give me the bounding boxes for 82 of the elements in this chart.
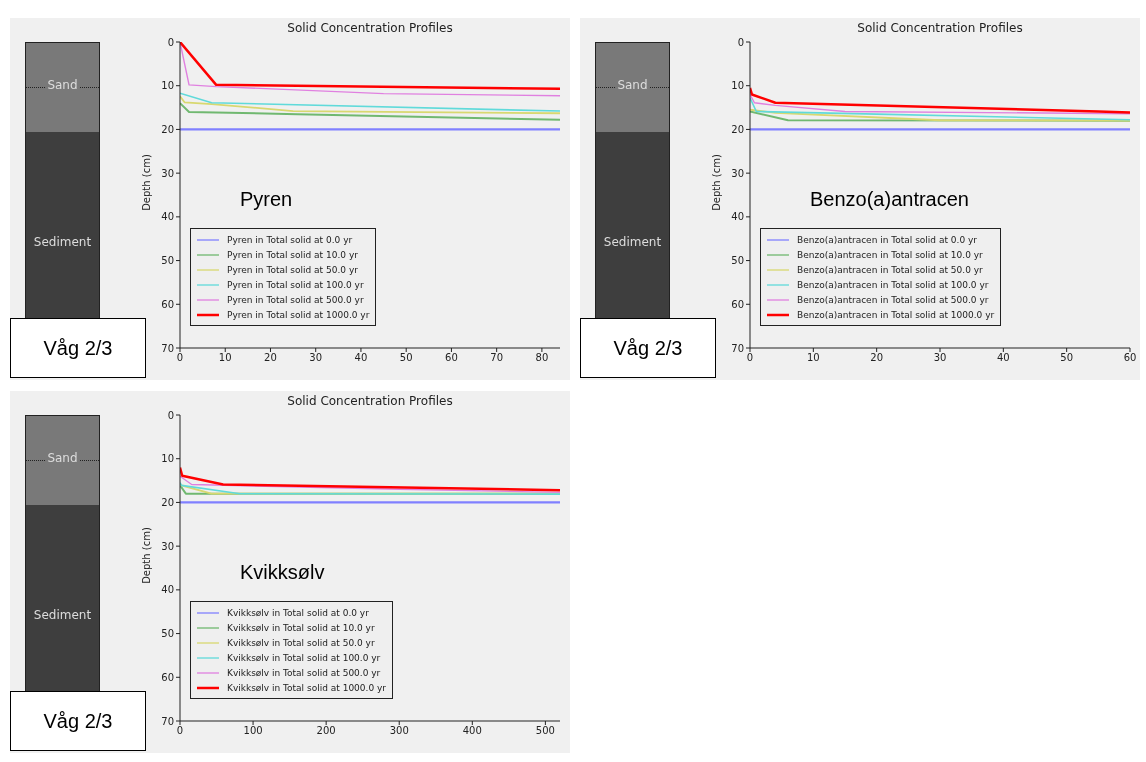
y-tick-label: 10	[161, 80, 174, 92]
legend-label: Benzo(a)antracen in Total solid at 0.0 yr	[797, 234, 978, 245]
y-tick-label: 20	[161, 496, 174, 508]
legend-label: Pyren in Total solid at 100.0 yr	[227, 279, 364, 290]
legend-label: Pyren in Total solid at 10.0 yr	[227, 249, 358, 260]
legend-label: Kvikksølv in Total solid at 50.0 yr	[227, 637, 375, 648]
legend-label: Pyren in Total solid at 1000.0 yr	[227, 309, 370, 320]
x-tick-label: 40	[996, 352, 1010, 364]
annotation: Pyren	[240, 188, 293, 211]
chart-title: Solid Concentration Profiles	[286, 394, 454, 408]
text: Sand	[45, 451, 80, 465]
legend-label: Benzo(a)antracen in Total solid at 10.0 yr	[797, 249, 983, 260]
y-tick-label: 0	[737, 36, 744, 48]
x-tick-label: 10	[806, 352, 820, 364]
y-tick-label: 60	[161, 298, 174, 310]
legend-label: Kvikksølv in Total solid at 10.0 yr	[227, 622, 375, 633]
x-tick-label: 500	[535, 725, 555, 737]
text: Sediment	[602, 235, 663, 249]
legend-label: Kvikksølv in Total solid at 1000.0 yr	[227, 682, 387, 693]
x-tick-label: 60	[1123, 352, 1137, 364]
x-tick-label: 400	[462, 725, 482, 737]
legend-label: Pyren in Total solid at 0.0 yr	[227, 234, 353, 245]
text: Våg 2/3	[10, 318, 146, 378]
y-tick-label: 40	[161, 584, 174, 596]
legend-label: Benzo(a)antracen in Total solid at 50.0 yr	[797, 264, 983, 275]
y-tick-label: 60	[731, 298, 744, 310]
x-tick-label: 50	[399, 352, 413, 364]
chart-title: Solid Concentration Profiles	[856, 21, 1024, 35]
legend-label: Kvikksølv in Total solid at 0.0 yr	[227, 607, 369, 618]
annotation: Kvikksølv	[240, 561, 325, 584]
legend-label: Benzo(a)antracen in Total solid at 1000.0 yr	[797, 309, 995, 320]
y-tick-label: 50	[731, 255, 744, 267]
text: Våg 2/3	[10, 691, 146, 751]
x-tick-label: 0	[176, 725, 184, 737]
legend-label: Benzo(a)antracen in Total solid at 100.0 yr	[797, 279, 989, 290]
legend-label: Kvikksølv in Total solid at 500.0 yr	[227, 667, 381, 678]
y-tick-label: 0	[167, 36, 174, 48]
x-tick-label: 20	[870, 352, 884, 364]
legend-label: Pyren in Total solid at 50.0 yr	[227, 264, 358, 275]
x-tick-label: 0	[746, 352, 754, 364]
legend-label: Kvikksølv in Total solid at 100.0 yr	[227, 652, 381, 663]
x-tick-label: 50	[1060, 352, 1074, 364]
x-tick-label: 0	[176, 352, 184, 364]
text: Våg 2/3	[580, 318, 716, 378]
chart-title: Solid Concentration Profiles	[286, 21, 454, 35]
y-tick-label: 70	[161, 715, 174, 727]
y-tick-label: 30	[161, 167, 174, 179]
x-tick-label: 100	[243, 725, 263, 737]
text: Sand	[615, 78, 650, 92]
x-tick-label: 300	[389, 725, 409, 737]
y-tick-label: 60	[161, 671, 174, 683]
text: Sediment	[32, 608, 93, 622]
y-axis-title: Depth (cm)	[710, 153, 722, 211]
text: Sand	[45, 78, 80, 92]
x-tick-label: 20	[264, 352, 277, 364]
y-tick-label: 30	[161, 540, 174, 552]
legend-label: Benzo(a)antracen in Total solid at 500.0 yr	[797, 294, 989, 305]
y-tick-label: 70	[161, 342, 174, 354]
y-tick-label: 40	[731, 211, 744, 223]
y-tick-label: 70	[731, 342, 744, 354]
y-axis-title: Depth (cm)	[140, 526, 152, 584]
x-tick-label: 80	[535, 352, 549, 364]
y-tick-label: 10	[731, 80, 744, 92]
y-tick-label: 50	[161, 628, 174, 640]
y-tick-label: 50	[161, 255, 174, 267]
x-tick-label: 30	[309, 352, 323, 364]
y-tick-label: 40	[161, 211, 174, 223]
x-tick-label: 200	[316, 725, 336, 737]
annotation: Benzo(a)antracen	[810, 188, 969, 211]
x-tick-label: 40	[354, 352, 368, 364]
y-tick-label: 30	[731, 167, 744, 179]
y-tick-label: 20	[731, 123, 744, 135]
x-tick-label: 10	[218, 352, 232, 364]
legend-label: Pyren in Total solid at 500.0 yr	[227, 294, 364, 305]
x-tick-label: 30	[933, 352, 947, 364]
y-tick-label: 20	[161, 123, 174, 135]
x-tick-label: 70	[490, 352, 504, 364]
y-tick-label: 0	[167, 409, 174, 421]
x-tick-label: 60	[445, 352, 458, 364]
y-axis-title: Depth (cm)	[140, 153, 152, 211]
text: Sediment	[32, 235, 93, 249]
y-tick-label: 10	[161, 453, 174, 465]
